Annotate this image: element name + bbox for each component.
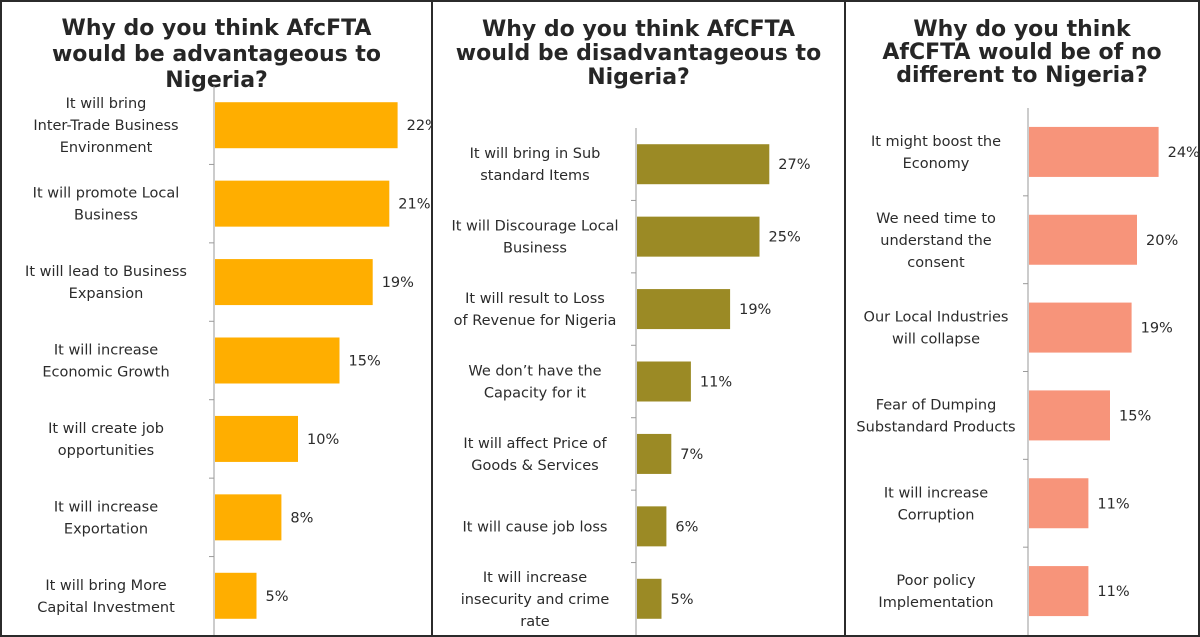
bar: [215, 415, 298, 462]
category-label: It will Discourage Local Business: [451, 219, 618, 257]
data-label: 22%: [407, 118, 431, 134]
bar-chart-disadvantageous: 27% It will bring in Sub standard Items 25%…: [451, 128, 811, 635]
bar: [215, 337, 340, 384]
bar: [637, 144, 770, 185]
category-label: Our Local Industries will collapse: [864, 310, 1009, 348]
data-label: 15%: [1119, 408, 1151, 424]
category-label: It will create job opportunities: [48, 421, 164, 459]
bar: [1029, 302, 1132, 353]
data-label: 15%: [349, 354, 381, 370]
category-label: It will bring in Sub standard Items: [470, 146, 601, 184]
category-label: Poor policy Implementation: [878, 573, 993, 611]
data-label: 7%: [680, 447, 703, 463]
bar: [637, 578, 662, 619]
data-label: 19%: [382, 275, 414, 291]
data-label: 19%: [739, 302, 771, 318]
data-label: 8%: [290, 510, 313, 526]
data-label: 27%: [778, 157, 810, 173]
data-label: 20%: [1146, 233, 1178, 249]
bar: [637, 289, 731, 330]
category-label: It will bring More Capital Investment: [37, 578, 175, 616]
bar: [1029, 478, 1089, 529]
bar: [215, 259, 373, 306]
chart-title: Why do you think AfCFTA would be of no d…: [882, 17, 1162, 88]
chart-title: Why do you think AfCFTA would be disadva…: [455, 17, 822, 90]
category-label: It will increase Exportation: [54, 499, 158, 537]
chart-title: Why do you think AfcFTA would be advanta…: [51, 16, 381, 93]
category-label: It will increase Economic Growth: [42, 343, 169, 381]
data-label: 5%: [671, 592, 694, 608]
data-label: 11%: [700, 375, 732, 391]
data-label: 10%: [307, 432, 339, 448]
chart-panel-disadvantageous: Why do you think AfCFTA would be disadva…: [433, 0, 846, 637]
bar: [637, 433, 672, 474]
chart-panel-no-difference: Why do you think AfCFTA would be of no d…: [846, 0, 1200, 637]
category-label: It will bring Inter-Trade Business Environ…: [33, 96, 178, 156]
bar: [1029, 214, 1137, 265]
data-label: 6%: [675, 519, 698, 535]
data-label: 21%: [398, 197, 430, 213]
bar: [1029, 566, 1089, 617]
category-label: It will increase insecurity and crime rate: [461, 570, 610, 630]
data-label: 11%: [1097, 496, 1129, 512]
data-label: 5%: [266, 589, 289, 605]
bar: [637, 506, 667, 547]
bar-chart-no-difference: 24% It might boost the Economy 20% We need t…: [856, 108, 1198, 635]
category-label: Fear of Dumping Substandard Products: [856, 397, 1015, 435]
bar: [215, 572, 257, 619]
category-label: It will lead to Business Expansion: [25, 264, 187, 302]
bar: [215, 494, 282, 541]
category-label: It might boost the Economy: [871, 134, 1001, 172]
bar: [1029, 126, 1159, 177]
data-label: 19%: [1141, 321, 1173, 337]
bar: [1029, 390, 1110, 441]
category-label: We don’t have the Capacity for it: [468, 364, 601, 402]
data-label: 24%: [1168, 145, 1198, 161]
category-label: It will affect Price of Goods & Services: [463, 436, 607, 474]
category-label: It will result to Loss of Revenue for Nig…: [454, 291, 617, 329]
data-label: 25%: [769, 230, 801, 246]
bar: [215, 102, 398, 149]
chart-panel-advantageous: Why do you think AfcFTA would be advanta…: [0, 0, 433, 637]
data-label: 11%: [1097, 584, 1129, 600]
bar: [637, 361, 691, 402]
category-label: It will increase Corruption: [884, 485, 988, 523]
bar: [637, 216, 760, 257]
bar: [215, 180, 390, 227]
category-label: It will promote Local Business: [33, 186, 180, 224]
category-label: It will cause job loss: [463, 519, 608, 535]
category-label: We need time to understand the consent: [876, 211, 996, 271]
